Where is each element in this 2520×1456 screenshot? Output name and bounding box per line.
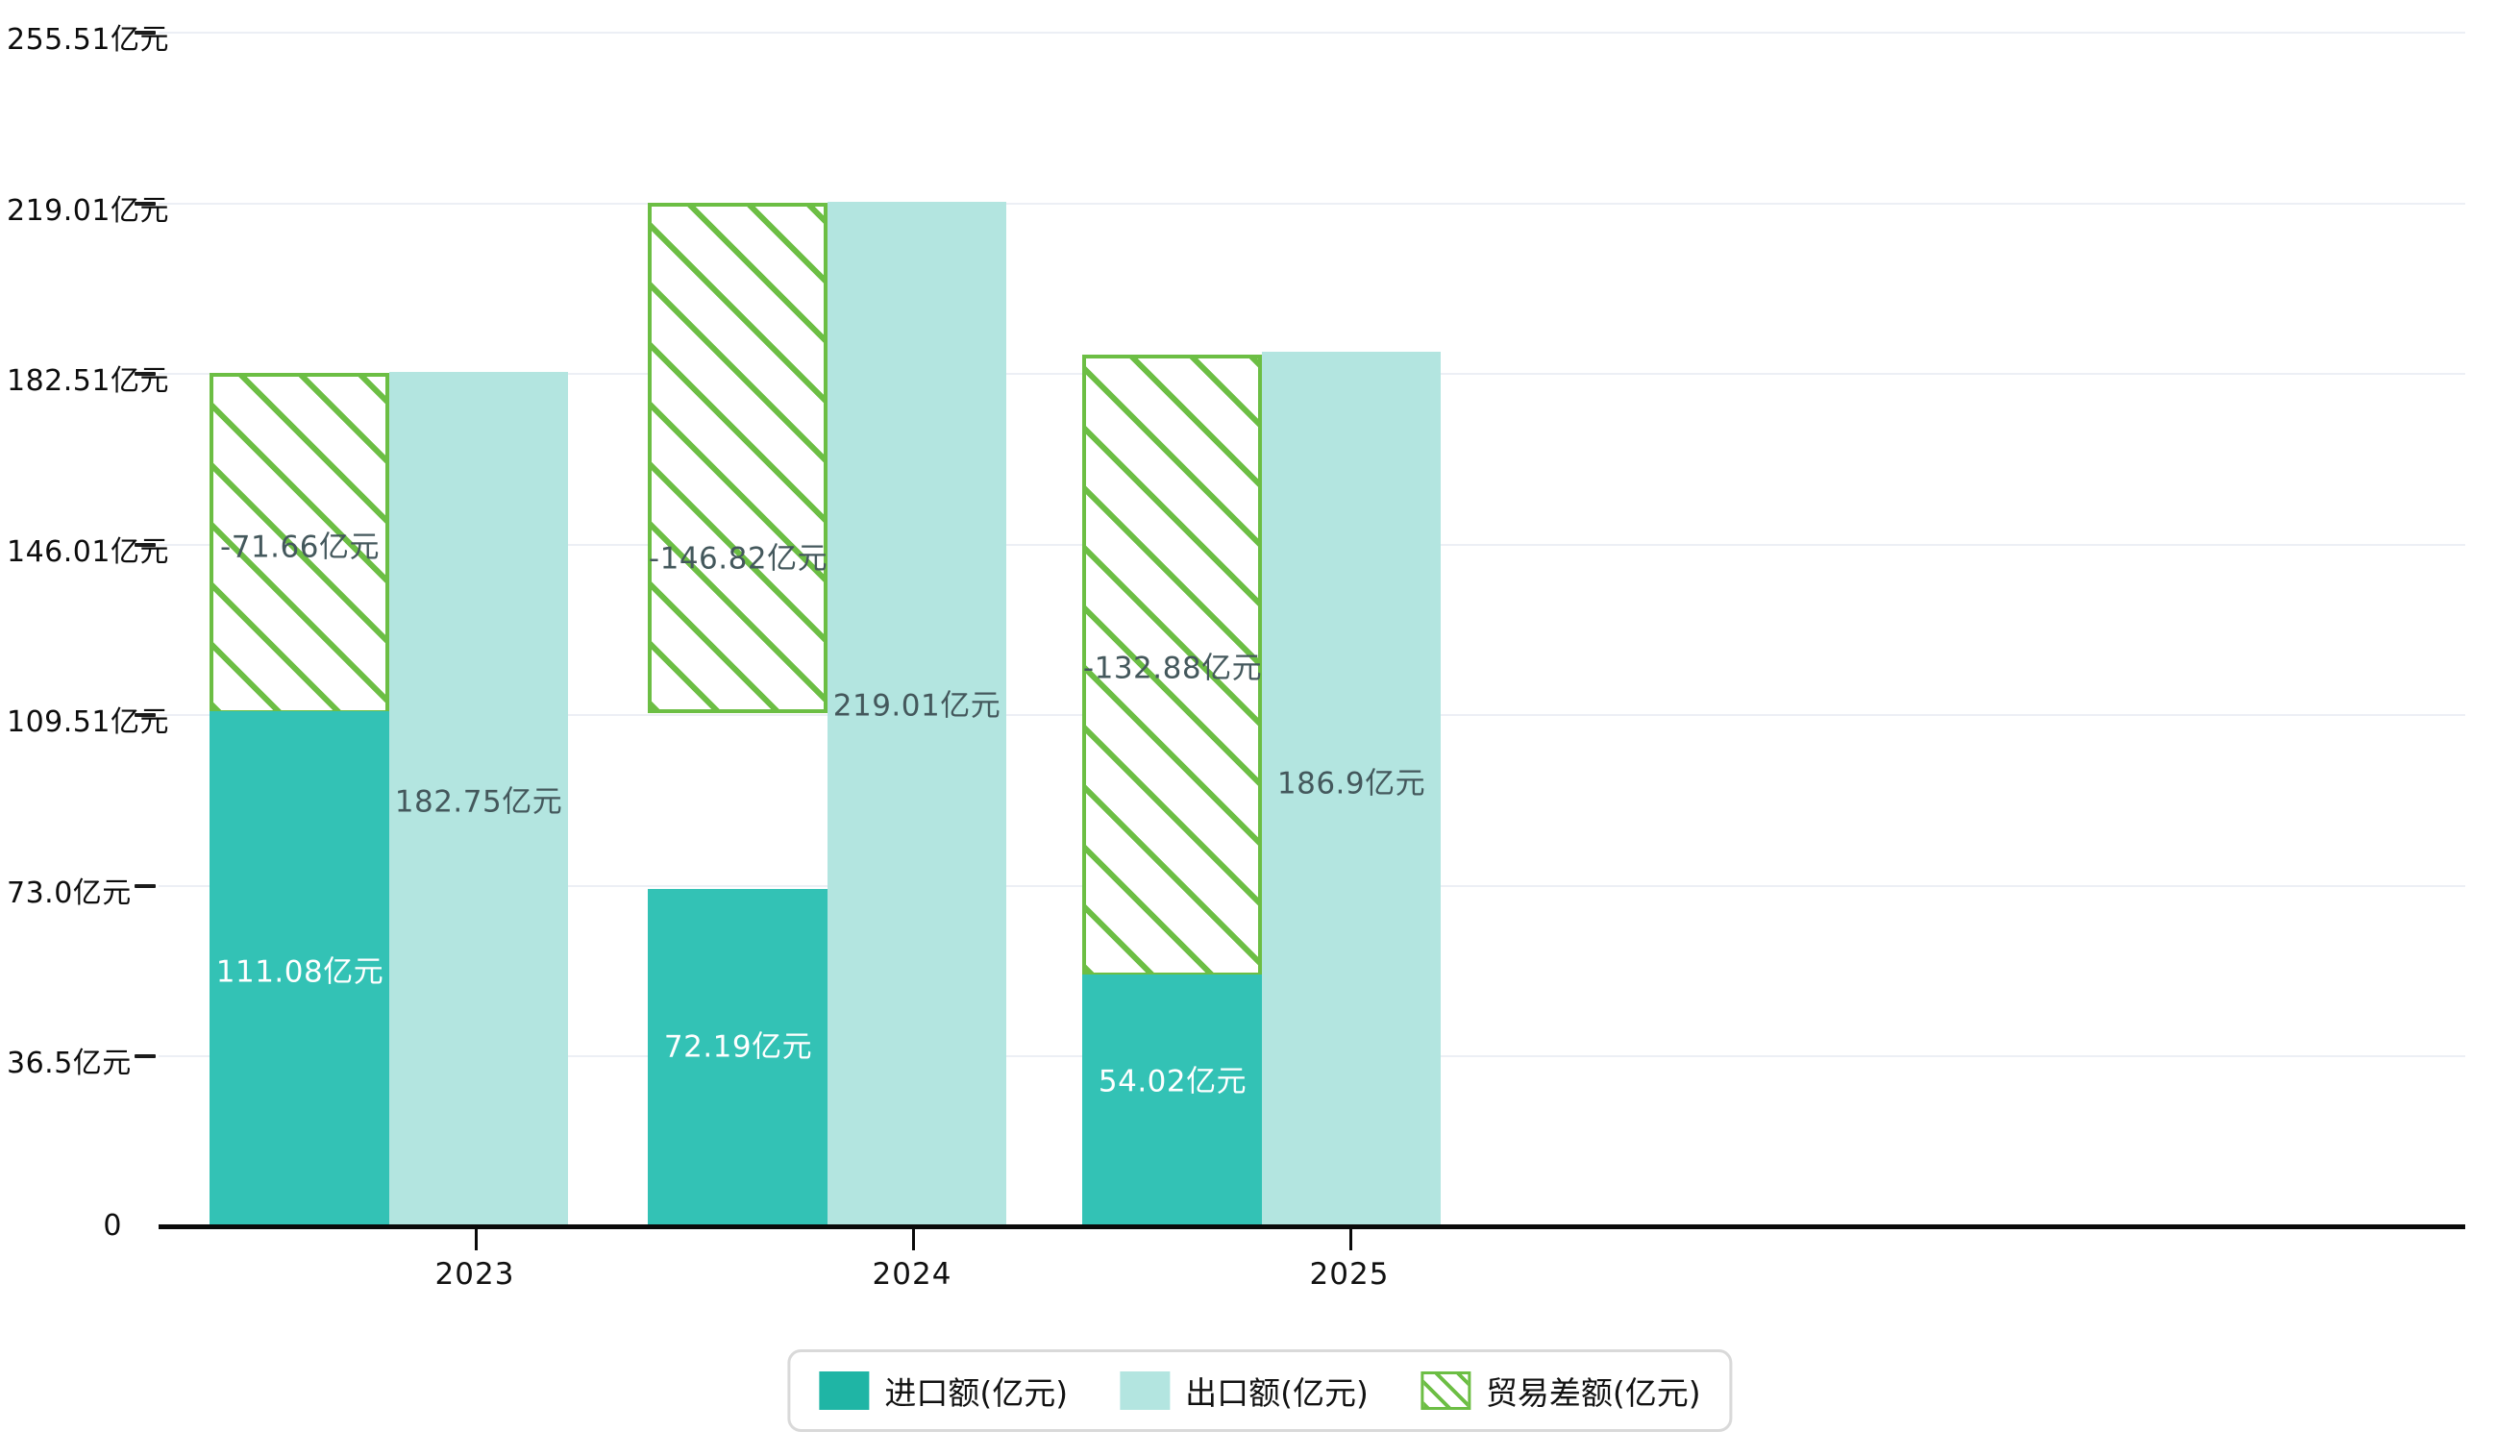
y-tick-label-36: 36.5亿元 (7, 1047, 132, 1080)
bar-import-2024[interactable] (648, 889, 828, 1226)
bar-label-balance-2023: -71.66亿元 (220, 530, 380, 565)
bar-label-balance-2024: -146.82亿元 (648, 541, 828, 577)
bar-label-import-2023: 111.08亿元 (215, 954, 384, 990)
x-tick-mark-2023 (475, 1229, 478, 1250)
legend-item-import[interactable]: 进口额(亿元) (819, 1368, 1068, 1414)
legend-label-balance: 贸易差额(亿元) (1485, 1374, 1701, 1412)
y-tick-label-0: 0 (103, 1209, 122, 1243)
y-tick-mark-73 (135, 884, 156, 888)
y-tick-mark-182 (135, 372, 156, 376)
bar-label-balance-2025: -132.88亿元 (1082, 651, 1263, 686)
y-tick-label-146: 146.01亿元 (7, 535, 169, 569)
legend-swatch-export-icon (1120, 1371, 1171, 1410)
bar-balance-2023[interactable] (210, 373, 389, 714)
x-tick-mark-2025 (1349, 1229, 1352, 1250)
legend-item-export[interactable]: 出口额(亿元) (1120, 1368, 1369, 1414)
y-tick-label-219: 219.01亿元 (7, 194, 169, 228)
y-tick-label-109: 109.51亿元 (7, 705, 169, 739)
chart-legend: 进口额(亿元) 出口额(亿元) 贸易差额(亿元) (787, 1349, 1733, 1432)
gridline-255 (159, 32, 2465, 34)
x-axis-line (159, 1224, 2465, 1229)
y-tick-mark-36 (135, 1054, 156, 1058)
legend-item-balance[interactable]: 贸易差额(亿元) (1420, 1368, 1701, 1414)
bar-balance-2024[interactable] (648, 203, 828, 713)
bar-label-export-2025: 186.9亿元 (1276, 766, 1426, 802)
legend-swatch-import-icon (819, 1371, 870, 1410)
bar-import-2025[interactable] (1082, 975, 1262, 1226)
x-tick-label-2025: 2025 (1309, 1257, 1390, 1292)
y-tick-mark-255 (135, 31, 156, 35)
bar-import-2023[interactable] (210, 711, 389, 1226)
y-tick-label-182: 182.51亿元 (7, 364, 169, 398)
y-tick-mark-219 (135, 202, 156, 206)
legend-label-export: 出口额(亿元) (1185, 1374, 1369, 1412)
y-tick-label-255: 255.51亿元 (7, 23, 169, 57)
y-tick-label-73: 73.0亿元 (7, 876, 132, 910)
x-tick-mark-2024 (912, 1229, 915, 1250)
bar-label-import-2024: 72.19亿元 (663, 1029, 813, 1065)
bar-label-export-2023: 182.75亿元 (394, 784, 563, 820)
x-tick-label-2024: 2024 (872, 1257, 952, 1292)
bar-export-2025[interactable] (1262, 352, 1441, 1226)
gridline-219 (159, 203, 2465, 205)
bar-export-2024[interactable] (828, 202, 1006, 1226)
y-tick-mark-146 (135, 543, 156, 547)
bar-export-2023[interactable] (389, 372, 568, 1226)
bar-label-import-2025: 54.02亿元 (1098, 1064, 1248, 1099)
legend-swatch-balance-icon (1420, 1371, 1470, 1410)
y-tick-mark-109 (135, 713, 156, 717)
x-tick-label-2023: 2023 (434, 1257, 515, 1292)
bar-label-export-2024: 219.01亿元 (832, 688, 1001, 724)
legend-label-import: 进口额(亿元) (884, 1374, 1069, 1412)
bar-balance-2025[interactable] (1082, 355, 1262, 976)
